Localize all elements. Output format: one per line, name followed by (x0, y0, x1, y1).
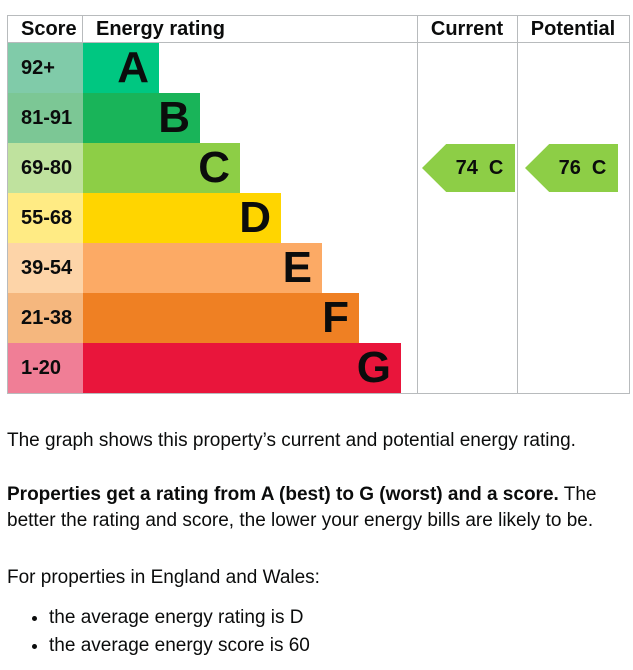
rating-band-row: 55-68 D (8, 193, 629, 243)
rating-band-row: 81-91 B (8, 93, 629, 143)
band-score-range: 92+ (8, 43, 83, 93)
band-bar: D (83, 193, 281, 243)
rating-band-row: 39-54 E (8, 243, 629, 293)
average-stats-list: the average energy rating is D the avera… (7, 605, 626, 659)
band-score-range: 69-80 (8, 143, 83, 193)
rating-explanation-rest: The better the rating and score, the low… (7, 484, 597, 531)
band-bar: G (83, 343, 401, 393)
band-letter: G (356, 343, 391, 392)
rating-explanation-paragraph: Properties get a rating from A (best) to… (7, 482, 626, 534)
current-rating-letter: C (488, 156, 504, 179)
band-score-range: 21-38 (8, 293, 83, 343)
header-potential: Potential (530, 18, 616, 40)
band-bar: E (83, 243, 322, 293)
band-letter: A (117, 43, 149, 92)
rating-bands: 92+ A 81-91 B 69-80 C 55-68 D 39-54 E 21… (8, 43, 629, 393)
rating-band-row: 92+ A (8, 43, 629, 93)
band-score-range: 81-91 (8, 93, 83, 143)
header-current: Current (430, 18, 504, 40)
band-score-range: 39-54 (8, 243, 83, 293)
rating-band-row: 21-38 F (8, 293, 629, 343)
band-score-range: 1-20 (8, 343, 83, 393)
band-letter: F (322, 293, 349, 342)
band-letter: D (239, 193, 271, 242)
band-bar: C (83, 143, 240, 193)
potential-column-divider (517, 16, 518, 393)
rating-band-row: 1-20 G (8, 343, 629, 393)
rating-explanation-bold: Properties get a rating from A (best) to… (7, 484, 559, 505)
region-paragraph: For properties in England and Wales: (7, 567, 320, 588)
band-bar: A (83, 43, 159, 93)
rating-band-row: 69-80 C (8, 143, 629, 193)
potential-rating-score: 76 (558, 156, 581, 179)
chart-description: The graph shows this property’s current … (7, 428, 626, 659)
current-rating-score: 74 (455, 156, 478, 179)
chart-header-row: Score Energy rating Current Potential (8, 16, 629, 43)
band-letter: E (282, 243, 312, 292)
header-score: Score (8, 16, 83, 42)
intro-paragraph: The graph shows this property’s current … (7, 430, 576, 451)
current-column-divider (417, 16, 418, 393)
band-letter: C (198, 143, 230, 192)
band-bar: B (83, 93, 200, 143)
potential-rating-letter: C (591, 156, 607, 179)
list-item: the average energy score is 60 (49, 633, 626, 659)
band-score-range: 55-68 (8, 193, 83, 243)
header-energy-rating: Energy rating (96, 18, 225, 40)
band-bar: F (83, 293, 359, 343)
list-item: the average energy rating is D (49, 605, 626, 631)
epc-rating-chart: Score Energy rating Current Potential 92… (7, 15, 630, 394)
band-letter: B (158, 93, 190, 142)
